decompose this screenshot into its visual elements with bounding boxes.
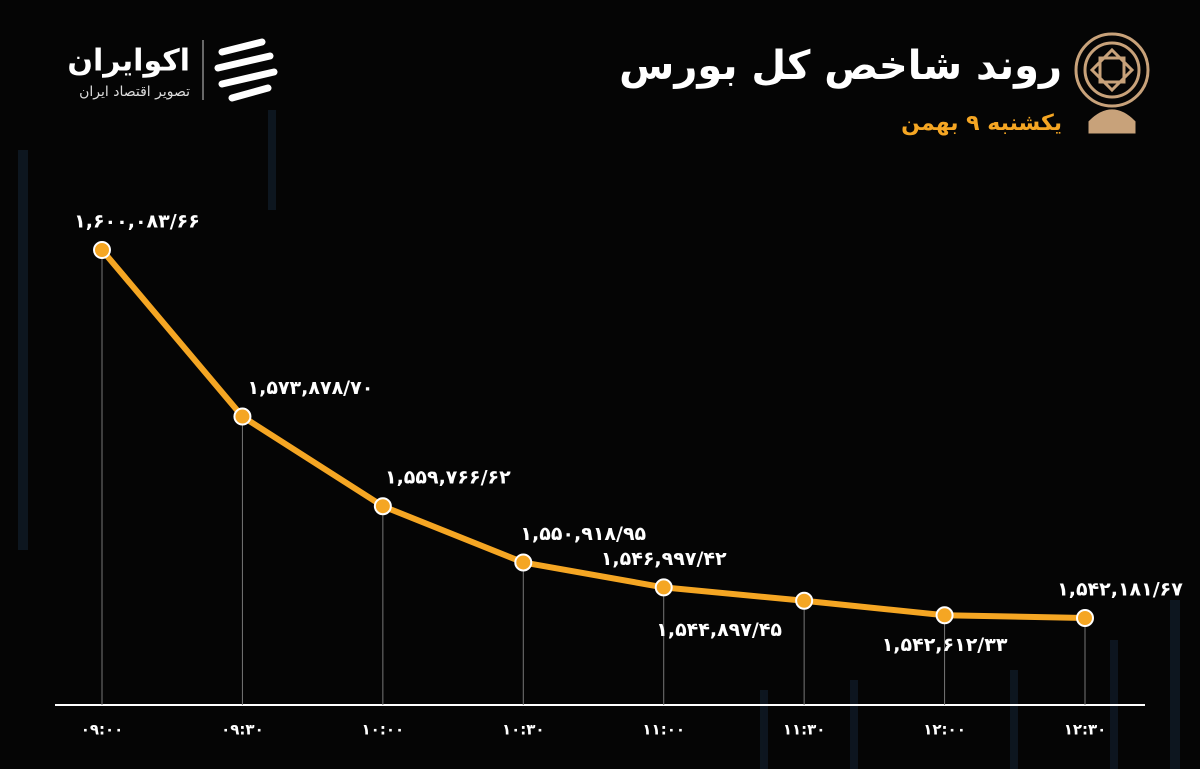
point — [935, 606, 954, 625]
point — [1076, 609, 1094, 627]
brand-tagline: تصویر اقتصاد ایران — [79, 84, 190, 100]
emblem — [1074, 32, 1150, 134]
x-tick-label: ۱۰:۳۰ — [502, 721, 545, 739]
x-tick-label: ۱۲:۳۰ — [1064, 721, 1107, 739]
background-bars — [18, 110, 1180, 769]
data-label: ۱,۵۵۹,۷۶۶/۶۲ — [385, 467, 511, 489]
data-label: ۱,۶۰۰,۰۸۳/۶۶ — [74, 211, 200, 233]
point — [795, 591, 814, 610]
data-label: ۱,۵۷۳,۸۷۸/۷۰ — [248, 377, 374, 399]
x-tick-label: ۱۰:۰۰ — [362, 721, 405, 739]
data-label: ۱,۵۴۶,۹۹۷/۴۲ — [601, 548, 727, 570]
data-label: ۱,۵۴۴,۸۹۷/۴۵ — [656, 619, 782, 641]
data-label: ۱,۵۴۲,۱۸۱/۶۷ — [1057, 579, 1183, 601]
brand-logo — [214, 38, 278, 102]
data-label: ۱,۵۴۲,۶۱۲/۳۳ — [882, 634, 1008, 656]
x-tick-label: ۰۹:۳۰ — [221, 721, 264, 739]
x-tick-label: ۰۹:۰۰ — [81, 721, 124, 739]
point — [373, 497, 392, 516]
brand-name: اکوایران — [67, 44, 190, 79]
point — [514, 553, 533, 572]
point — [233, 407, 252, 426]
line — [99, 247, 1088, 621]
point — [93, 241, 111, 259]
x-tick-label: ۱۱:۳۰ — [783, 721, 826, 739]
x-tick-label: ۱۲:۰۰ — [923, 721, 966, 739]
chart-subtitle: یکشنبه ۹ بهمن — [901, 111, 1062, 136]
point — [654, 578, 673, 597]
chart-title: روند شاخص کل بورس — [619, 43, 1062, 89]
data-label: ۱,۵۵۰,۹۱۸/۹۵ — [520, 523, 646, 545]
x-tick-label: ۱۱:۰۰ — [642, 721, 685, 739]
